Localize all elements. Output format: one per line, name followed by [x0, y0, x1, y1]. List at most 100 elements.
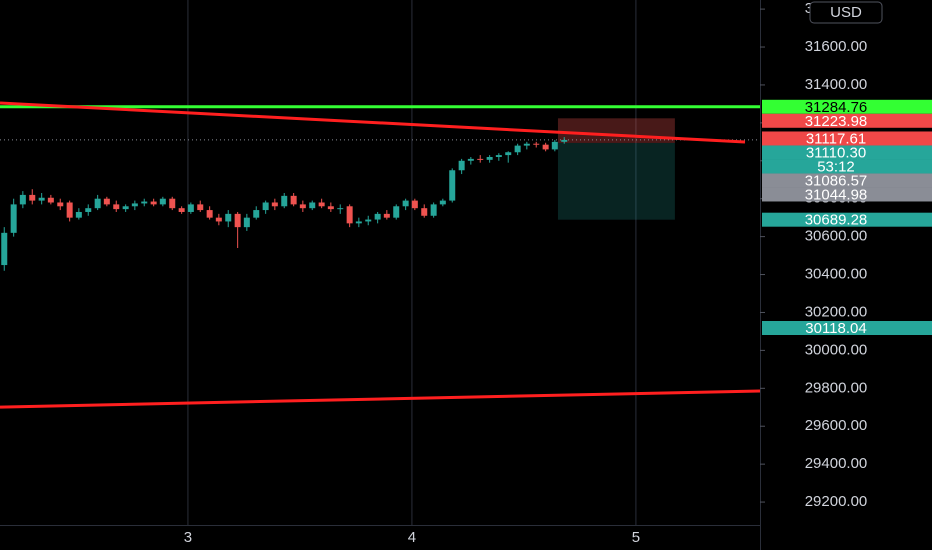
candle-body — [169, 198, 176, 209]
x-tick-label: 5 — [632, 529, 640, 546]
plot-area — [0, 0, 761, 525]
price-label: 31117.61 — [806, 130, 866, 147]
candle-body — [47, 197, 54, 203]
candle-body — [122, 206, 129, 210]
countdown-box — [762, 159, 932, 174]
candle-body — [551, 141, 558, 150]
candle-body — [262, 202, 269, 211]
price-label: 31223.98 — [805, 113, 868, 130]
candle-body — [75, 211, 82, 218]
candle-body — [178, 208, 185, 212]
price-label-box — [762, 113, 932, 128]
candle-body — [514, 145, 521, 153]
candle-body — [290, 195, 297, 205]
candle-body — [159, 198, 166, 205]
candle-body — [19, 194, 26, 205]
candle-body — [337, 208, 344, 210]
price-label-box — [762, 320, 932, 335]
candle-body — [458, 160, 465, 171]
x-tick-label: 4 — [408, 529, 416, 546]
candle-body — [355, 221, 362, 224]
candle-body — [309, 202, 316, 209]
trend-line — [0, 389, 761, 409]
candle-body — [467, 158, 474, 161]
price-label-box — [762, 212, 932, 227]
x-tick-label: 3 — [184, 529, 192, 546]
countdown: 53:12 — [817, 158, 855, 175]
candle-body — [542, 144, 549, 150]
candle-body — [85, 208, 92, 212]
candle-body — [113, 204, 120, 210]
price-label-box — [762, 187, 932, 202]
price-label-box — [762, 131, 932, 146]
candle-body — [346, 206, 353, 224]
candle-body — [187, 204, 194, 212]
candle-body — [271, 202, 278, 207]
candle-body — [141, 201, 148, 204]
candle-body — [449, 170, 456, 201]
y-tick-label: 29400.00 — [805, 455, 868, 472]
price-label: 30118.04 — [805, 320, 866, 337]
y-tick-label: 30200.00 — [805, 303, 868, 320]
candle-body — [533, 143, 540, 145]
currency-button-frame[interactable] — [809, 1, 883, 24]
candle-body — [495, 155, 502, 157]
price-label: 31086.57 — [805, 172, 868, 189]
currency-button[interactable]: USD — [809, 1, 883, 24]
candle-body — [393, 206, 400, 218]
price-label: 31284.76 — [805, 99, 868, 116]
currency-label[interactable]: USD — [830, 4, 862, 21]
candle-body — [281, 195, 288, 207]
y-tick-label: 31400.00 — [805, 76, 868, 93]
candle-body — [318, 202, 325, 207]
y-tick-label: 30000.00 — [805, 341, 868, 358]
y-tick-label: 31600.00 — [805, 38, 868, 55]
candle-body — [150, 201, 157, 205]
candle-body — [439, 200, 446, 205]
y-tick-label: 30400.00 — [805, 266, 868, 283]
candle-body — [383, 213, 390, 218]
candle-body — [215, 217, 222, 222]
candle-body — [523, 143, 530, 146]
candle-body — [411, 200, 418, 209]
price-label-box — [762, 99, 932, 114]
price-label: 30689.28 — [805, 212, 868, 229]
candle-body — [486, 156, 493, 160]
candle-body — [10, 204, 17, 233]
candle-body — [561, 139, 568, 142]
stop-zone — [557, 118, 675, 143]
candle-body — [253, 210, 260, 218]
candle-body — [131, 203, 138, 207]
candle-body — [38, 197, 45, 201]
candle-body — [327, 206, 334, 210]
candle-body — [225, 213, 232, 222]
candle-body — [243, 217, 250, 228]
candle-body — [57, 202, 64, 207]
y-tick-label: 30600.00 — [805, 228, 868, 245]
trend-line — [0, 101, 746, 144]
y-tick-label: 29200.00 — [805, 493, 868, 510]
price-label: 31110.30 — [806, 144, 866, 161]
candle-body — [421, 208, 428, 216]
y-tick-label: 29800.00 — [805, 379, 868, 396]
candle-body — [402, 200, 409, 207]
candle-body — [103, 198, 110, 205]
candle-body — [374, 213, 381, 220]
price-labels: 31284.7631223.9831117.6131110.3053:12310… — [762, 99, 932, 337]
candle-body — [197, 204, 204, 211]
candle-body — [29, 194, 36, 201]
price-label-box — [762, 145, 932, 160]
price-label: 31044.98 — [805, 186, 868, 203]
candle-body — [94, 198, 101, 209]
candle-body — [206, 210, 213, 218]
candle-body — [430, 204, 437, 216]
price-label-box — [762, 173, 932, 188]
candle-body — [505, 152, 512, 156]
y-tick-label: 29600.00 — [805, 417, 868, 434]
candle-body — [234, 213, 241, 228]
target-zone — [557, 142, 675, 220]
candle-body — [1, 232, 8, 266]
